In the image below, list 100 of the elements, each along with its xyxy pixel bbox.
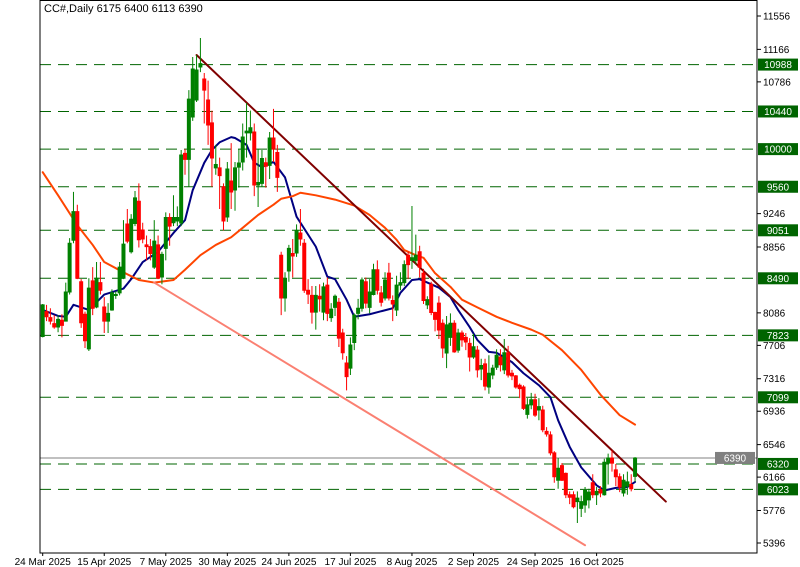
candlestick [264,157,268,188]
ref-line-label: 9560 [766,182,790,194]
candlestick [75,204,80,280]
x-tick-label: 17 Jul 2025 [324,557,377,567]
candlestick [318,284,322,312]
y-tick-label: 11556 [763,12,791,22]
candlestick [622,474,626,497]
candlestick [410,206,414,270]
ref-line-label: 10988 [764,60,792,72]
ref-line-label: 9051 [766,226,790,237]
y-tick-label: 5776 [763,506,786,517]
x-tick-label: 2 Sep 2025 [448,557,500,567]
y-tick-label: 6936 [763,406,786,418]
candlestick [402,260,406,286]
ref-line-label: 6023 [766,484,790,496]
ref-line-label: 6390 [724,453,747,464]
candlestick [502,338,506,375]
ref-line-label: 6320 [766,459,790,470]
candlestick [152,220,156,270]
candlestick [479,358,484,381]
candlestick [279,251,284,316]
y-tick-label: 6546 [763,440,786,452]
candlestick [498,348,502,372]
candlestick [268,132,272,180]
candlestick [252,122,256,197]
ref-line-label: 8490 [766,274,790,285]
candlestick [594,486,599,506]
candlestick [60,314,64,338]
ref-line-label: 7099 [766,392,790,404]
candlestick [294,224,299,258]
x-tick-label: 24 Mar 2025 [14,557,72,567]
candlestick [125,208,130,244]
x-tick-label: 15 Apr 2025 [77,557,132,567]
y-tick-label: 9246 [763,209,786,220]
x-tick-label: 30 May 2025 [198,557,257,567]
candlestick [344,356,349,391]
x-tick-label: 8 Aug 2025 [386,557,438,567]
x-tick-label: 24 Sep 2025 [506,557,564,567]
y-tick-label: 7706 [763,340,786,352]
candlestick [394,275,399,316]
candlestick [156,235,160,280]
candlestick [256,148,260,208]
candlestick [314,285,318,330]
candlestick [633,456,638,482]
candlestick [536,398,541,421]
y-tick-label: 7316 [763,374,786,386]
candlestick [148,238,152,261]
candlestick [183,148,188,176]
candlestick [583,486,588,514]
line-series [42,136,636,492]
candlestick [483,358,488,391]
x-tick-label: 24 Jun 2025 [261,557,317,567]
candlestick [364,276,368,309]
candlestick [625,471,630,496]
candlestick [486,354,491,394]
candlestick [325,276,330,322]
candlestick [598,486,602,498]
candlestick [136,182,141,248]
candlestick [321,282,326,321]
candlestick [383,272,388,302]
candlestick [102,296,106,334]
candlestick [290,238,295,278]
candlestick [575,490,580,524]
candlestick [56,314,60,333]
candlestick [540,405,545,433]
y-tick-label: 8856 [763,242,786,254]
ref-line-label: 10440 [764,106,792,118]
candlestick [98,262,102,296]
candlestick [572,490,576,509]
candlestick [40,303,45,338]
x-tick-label: 7 May 2025 [140,557,192,567]
candlestick [472,333,476,360]
y-tick-label: 6166 [763,472,786,484]
candlestick [90,266,95,316]
chart-title: CC#,Daily 6175 6400 6113 6390 [44,3,203,15]
line-series [42,171,636,426]
candlestick [460,330,464,348]
candlestick [44,304,49,322]
candlestick [533,393,538,418]
candlestick [229,142,234,210]
candlestick [586,488,591,509]
ref-line-label: 10000 [764,144,792,156]
candlestick [506,345,510,378]
x-tick-label: 16 Oct 2025 [569,557,624,567]
candlestick [171,194,176,227]
candlestick [444,315,449,369]
candlestick [179,149,184,227]
candlestick [556,457,560,490]
candlestick [168,212,172,246]
candlestick [406,251,410,280]
ref-line-label: 7823 [766,330,790,342]
candlestick [48,308,52,325]
candlestick [425,296,430,310]
y-tick-label: 8086 [763,308,786,320]
candlestick [475,345,480,378]
candlestick [629,474,634,492]
candlestick [590,474,595,499]
candlestick [522,384,526,411]
y-tick-label: 11166 [763,44,790,56]
candlestick [214,144,218,176]
